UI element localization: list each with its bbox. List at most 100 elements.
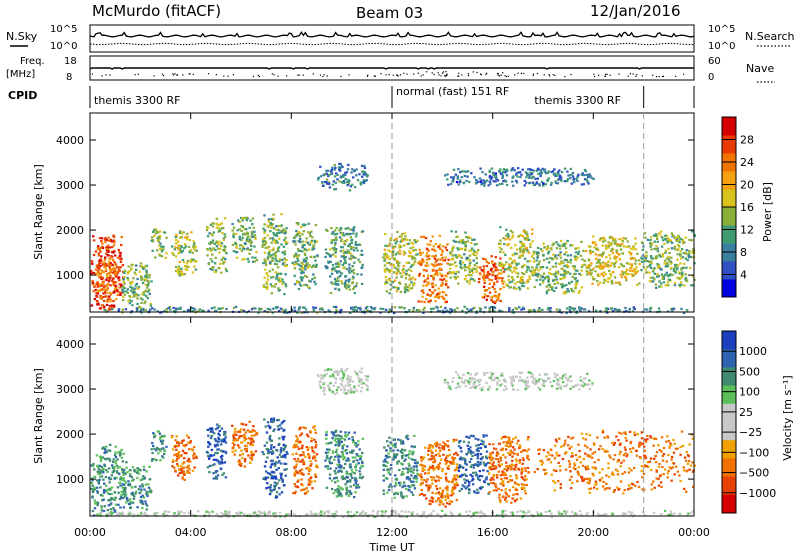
range-cell bbox=[219, 455, 223, 459]
range-cell bbox=[442, 291, 446, 294]
nave-point bbox=[433, 73, 435, 75]
range-cell bbox=[493, 301, 497, 305]
range-cell bbox=[114, 275, 118, 278]
range-cell bbox=[616, 244, 619, 247]
range-cell bbox=[140, 265, 143, 268]
range-cell bbox=[242, 309, 246, 312]
range-cell bbox=[473, 253, 476, 256]
range-cell bbox=[307, 248, 311, 251]
range-cell bbox=[331, 247, 334, 250]
range-cell bbox=[107, 250, 110, 253]
nave-point bbox=[532, 73, 535, 75]
range-cell bbox=[500, 272, 503, 275]
range-cell bbox=[351, 265, 354, 268]
range-cell bbox=[590, 176, 593, 179]
range-cell bbox=[587, 259, 591, 262]
range-cell bbox=[531, 273, 535, 276]
range-cell bbox=[578, 289, 581, 292]
range-cell bbox=[353, 226, 356, 229]
range-cell bbox=[123, 488, 127, 491]
range-cell bbox=[241, 219, 244, 222]
range-cell bbox=[336, 173, 339, 176]
range-cell bbox=[446, 173, 449, 176]
range-cell bbox=[296, 280, 299, 283]
range-cell bbox=[519, 240, 522, 243]
range-cell bbox=[260, 308, 263, 311]
range-cell bbox=[592, 177, 595, 180]
range-cell bbox=[174, 235, 177, 239]
nave-tick-bottom: 0 bbox=[708, 72, 714, 83]
range-cell bbox=[401, 239, 404, 243]
range-cell bbox=[635, 266, 638, 269]
range-cell bbox=[582, 249, 585, 253]
range-cell bbox=[454, 173, 457, 176]
range-cell bbox=[684, 236, 688, 239]
range-cell bbox=[600, 265, 603, 268]
nave-point bbox=[514, 74, 516, 76]
range-cell bbox=[221, 473, 224, 476]
range-cell bbox=[105, 490, 108, 493]
range-cell bbox=[347, 181, 350, 184]
range-cell bbox=[555, 278, 558, 281]
nave-point bbox=[500, 74, 502, 76]
range-cell bbox=[246, 248, 250, 251]
range-cell bbox=[162, 447, 165, 450]
range-cell bbox=[171, 460, 175, 463]
range-cell bbox=[309, 235, 312, 238]
range-cell bbox=[178, 272, 181, 276]
range-cell bbox=[426, 293, 429, 296]
range-cell bbox=[470, 241, 473, 244]
range-cell bbox=[452, 176, 456, 179]
range-cell bbox=[134, 292, 138, 296]
range-cell bbox=[333, 188, 336, 191]
range-cell bbox=[587, 310, 591, 313]
range-cell bbox=[516, 248, 519, 251]
range-cell bbox=[474, 254, 478, 257]
range-cell bbox=[664, 238, 668, 241]
range-cell bbox=[636, 252, 639, 255]
range-cell bbox=[680, 267, 683, 270]
range-cell bbox=[331, 437, 334, 440]
range-cell bbox=[110, 464, 114, 467]
range-cell bbox=[358, 243, 361, 246]
range-cell bbox=[404, 272, 408, 275]
range-cell bbox=[532, 176, 535, 179]
range-cell bbox=[478, 177, 482, 180]
range-cell bbox=[518, 255, 522, 258]
range-cell bbox=[394, 242, 397, 245]
range-cell bbox=[321, 308, 324, 311]
range-cell bbox=[400, 306, 403, 309]
range-cell bbox=[557, 172, 560, 175]
range-cell bbox=[305, 284, 308, 287]
range-cell bbox=[246, 429, 249, 432]
range-cell bbox=[547, 177, 550, 180]
range-cell bbox=[130, 310, 134, 313]
range-cell bbox=[599, 263, 602, 266]
range-cell bbox=[567, 290, 570, 293]
range-cell bbox=[232, 436, 236, 440]
range-cell bbox=[595, 265, 598, 268]
range-cell bbox=[114, 271, 117, 274]
range-cell bbox=[127, 483, 130, 486]
range-cell bbox=[103, 306, 106, 309]
range-cell bbox=[390, 269, 393, 272]
range-cell bbox=[422, 235, 426, 238]
range-cell bbox=[493, 294, 496, 297]
range-cell bbox=[314, 259, 317, 262]
range-cell bbox=[649, 239, 652, 242]
range-cell bbox=[520, 242, 523, 245]
range-cell bbox=[667, 255, 670, 259]
range-cell bbox=[253, 260, 256, 263]
range-cell bbox=[479, 180, 482, 183]
range-cell bbox=[514, 267, 518, 270]
range-cell bbox=[270, 259, 274, 262]
range-cell bbox=[690, 255, 693, 258]
range-cell bbox=[449, 267, 452, 270]
range-cell bbox=[683, 284, 686, 287]
range-cell bbox=[353, 292, 356, 295]
range-cell bbox=[418, 262, 421, 265]
range-cell bbox=[519, 279, 523, 282]
range-cell bbox=[187, 245, 191, 248]
range-cell bbox=[643, 260, 646, 263]
range-cell bbox=[331, 373, 335, 376]
